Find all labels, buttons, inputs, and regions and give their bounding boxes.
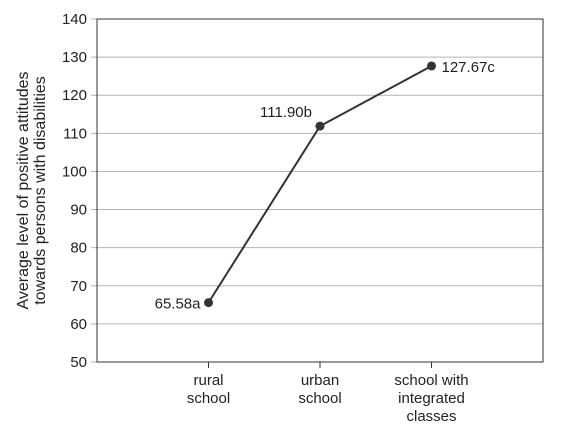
- x-ticks: [208, 362, 432, 368]
- data-labels: 65.58a 111.90b 127.67c: [155, 59, 496, 313]
- y-tick-label: 100: [62, 163, 87, 180]
- y-tick-label: 70: [70, 278, 87, 295]
- data-point: [315, 121, 325, 131]
- y-tick-label: 110: [63, 125, 87, 142]
- data-label: 65.58a: [155, 296, 202, 313]
- data-label: 127.67c: [442, 59, 496, 76]
- y-tick-label: 130: [62, 49, 87, 66]
- y-tick-label: 90: [70, 202, 87, 219]
- series-attitude-level: [204, 61, 436, 308]
- data-point: [204, 298, 213, 308]
- data-point: [427, 61, 436, 71]
- x-category-label: school with integrated classes: [394, 372, 468, 425]
- x-category-label: rural school: [187, 372, 230, 407]
- y-tick-label: 80: [70, 240, 87, 257]
- y-axis-label: Average level of positive attitudestowar…: [15, 71, 49, 309]
- y-tick-label: 50: [70, 354, 87, 371]
- y-tick-label: 60: [70, 316, 87, 333]
- x-category-labels: rural school urban school school with integra…: [187, 372, 469, 425]
- y-tick-label: 120: [62, 87, 87, 104]
- series-line: [207, 65, 432, 304]
- data-label: 111.90b: [260, 104, 312, 121]
- x-category-label: urban school: [298, 372, 341, 407]
- y-tick-label: 140: [62, 11, 87, 28]
- y-tick-labels: 50 60 70 80 90 100 110 120 130 140: [62, 11, 87, 371]
